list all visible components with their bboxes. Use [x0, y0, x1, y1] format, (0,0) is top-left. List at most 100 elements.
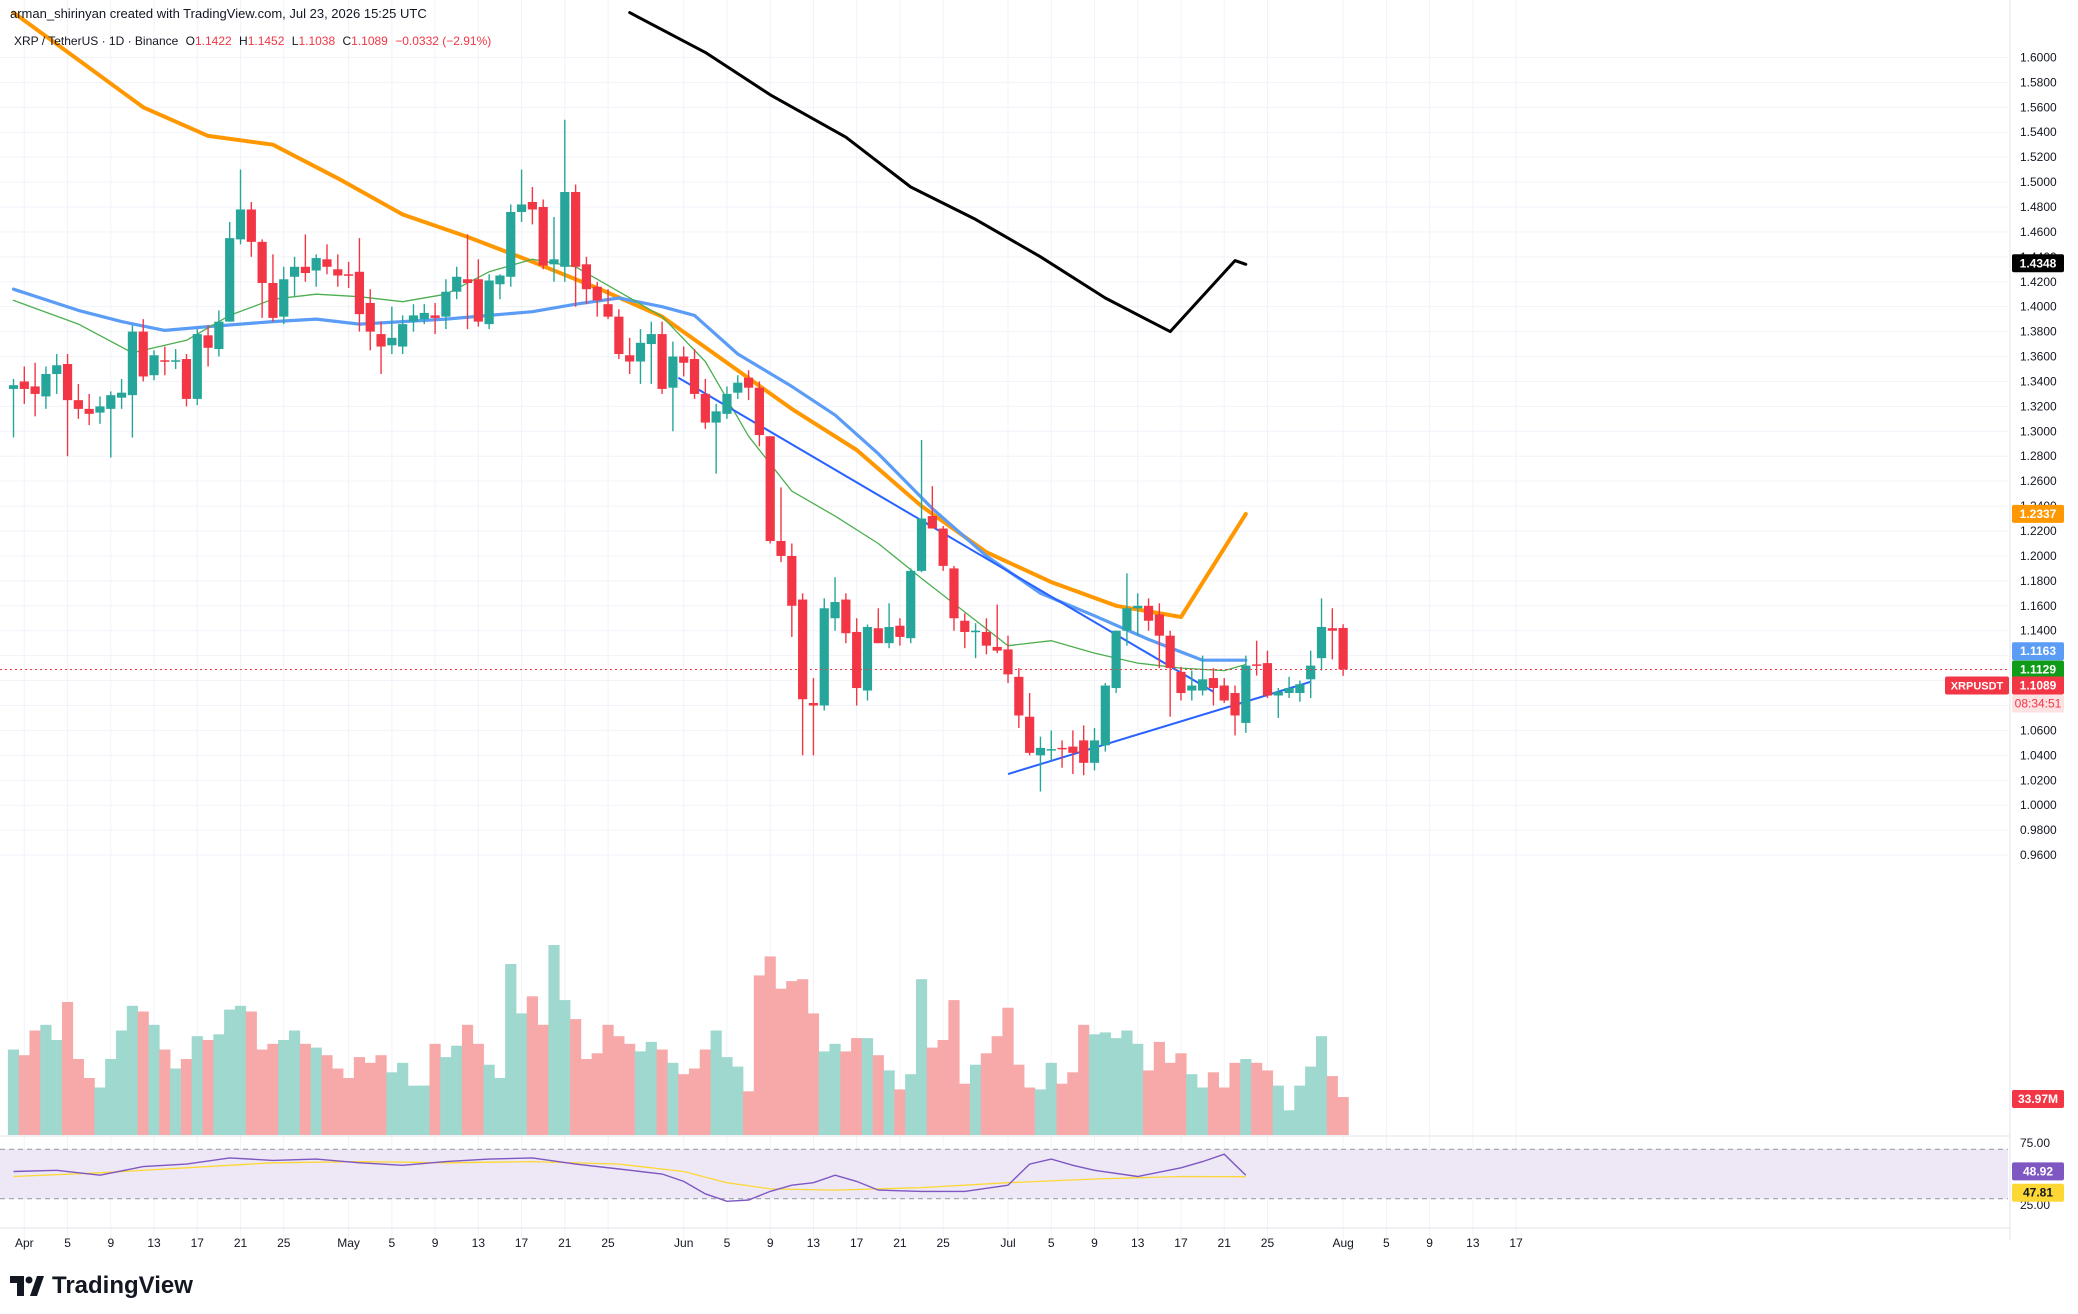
- price-tick-label: 1.5200: [2020, 150, 2057, 164]
- trendline: [1007, 680, 1311, 775]
- candle-body: [62, 364, 73, 401]
- volume-bars: [7, 945, 1349, 1135]
- candle-body: [171, 360, 181, 362]
- time-tick-label: 9: [1426, 1236, 1433, 1250]
- candle-body: [1198, 679, 1208, 691]
- time-tick-label: 25: [1261, 1236, 1275, 1250]
- volume-bar: [461, 1024, 474, 1135]
- candle-body: [1003, 649, 1013, 675]
- close-label: C: [342, 34, 352, 48]
- time-tick-label: 17: [850, 1236, 864, 1250]
- volume-bar: [1056, 1083, 1068, 1135]
- candle-body: [1154, 614, 1164, 636]
- time-tick-label: Aug: [1332, 1236, 1353, 1250]
- candle-body: [441, 291, 451, 317]
- volume-bar: [1229, 1062, 1241, 1135]
- candle-body: [1230, 693, 1240, 716]
- price-tick-label: 1.2800: [2020, 449, 2057, 463]
- price-label-bg: [2012, 642, 2064, 661]
- candle-body: [798, 599, 808, 700]
- price-tick-label: 1.4200: [2020, 275, 2057, 289]
- volume-bar: [732, 1066, 744, 1135]
- volume-bar: [40, 1024, 52, 1135]
- volume-bar: [721, 1057, 733, 1135]
- price-label: 1.4348: [2020, 256, 2057, 270]
- time-axis[interactable]: Apr 5 9 13 17 21 25 May 5 9 13 17 21 25 Jun 5 9 13 17 21 25 J…: [0, 1227, 2010, 1250]
- volume-bar: [191, 1036, 203, 1135]
- volume-bar: [980, 1053, 992, 1135]
- candle-body: [603, 304, 613, 317]
- candle-body: [646, 334, 656, 345]
- candle-body: [300, 266, 310, 274]
- candle-body: [668, 356, 678, 388]
- volume-bar: [948, 1000, 960, 1135]
- price-tick-label: 1.5000: [2020, 175, 2057, 189]
- time-tick-label: 25: [601, 1236, 615, 1250]
- candle-body: [884, 626, 894, 644]
- candle-body: [214, 321, 224, 350]
- candle-body: [495, 275, 505, 285]
- volume-bar: [807, 1013, 820, 1135]
- volume-bar: [851, 1038, 863, 1135]
- rsi-value-label: 48.92: [2023, 1164, 2053, 1178]
- volume-bar: [1013, 1064, 1025, 1135]
- price-tick-label: 1.0400: [2020, 748, 2057, 762]
- candle-body: [992, 646, 1002, 651]
- candle-body: [711, 411, 721, 423]
- high-label: H: [239, 34, 248, 48]
- price-tick-label: 1.3400: [2020, 374, 2057, 388]
- candle-body: [1079, 740, 1089, 763]
- candle-body: [84, 408, 94, 414]
- candle-body: [1133, 605, 1143, 609]
- candle-body: [452, 276, 462, 292]
- candle-body: [106, 395, 116, 409]
- volume-bar: [7, 1049, 20, 1135]
- brand-name: TradingView: [52, 1272, 193, 1299]
- volume-bar: [364, 1062, 376, 1135]
- candle-body: [419, 312, 429, 320]
- candle-body: [333, 269, 343, 276]
- moving-average-line: [628, 11, 1248, 334]
- candle-body: [289, 266, 300, 277]
- volume-bar: [1337, 1097, 1349, 1135]
- volume-bar: [1153, 1041, 1165, 1135]
- volume-bar: [1088, 1034, 1101, 1135]
- volume-bar: [926, 1047, 938, 1135]
- volume-bar: [170, 1068, 182, 1135]
- volume-bar: [1251, 1062, 1263, 1135]
- candle-body: [1187, 685, 1197, 691]
- time-tick-label: May: [337, 1236, 360, 1250]
- candle-body: [344, 274, 354, 276]
- price-tick-label: 0.9600: [2020, 848, 2057, 862]
- price-axis[interactable]: 1.6000 1.5800 1.5600 1.5400 1.5200 1.5000 1.48…: [2009, 0, 2057, 1240]
- price-tick-label: 1.2000: [2020, 549, 2057, 563]
- volume-bar: [580, 1059, 593, 1135]
- volume-bar: [472, 1043, 484, 1135]
- price-tick-label: 1.5400: [2020, 125, 2057, 139]
- moving-average-line: [11, 10, 1248, 619]
- volume-bar: [1240, 1059, 1252, 1135]
- volume-bar: [548, 945, 560, 1135]
- candle-body: [1338, 627, 1348, 670]
- volume-bar: [126, 1005, 139, 1135]
- volume-bar: [991, 1036, 1003, 1135]
- volume-bar: [1315, 1036, 1328, 1135]
- candlesticks: [8, 119, 1348, 792]
- volume-bar: [202, 1040, 214, 1135]
- price-label-bg: [2012, 504, 2064, 523]
- candle-body: [1089, 740, 1100, 763]
- volume-bar: [656, 1049, 668, 1135]
- rsi-ma-value-label-bg: [2012, 1183, 2064, 1202]
- brand[interactable]: TradingView: [10, 1272, 193, 1300]
- volume-bar: [299, 1043, 311, 1135]
- time-tick-label: 17: [515, 1236, 529, 1250]
- candle-body: [279, 279, 289, 317]
- candle-body: [73, 400, 83, 409]
- time-tick-label: 17: [1509, 1236, 1523, 1250]
- rsi-band: [0, 1149, 2008, 1199]
- candle-body: [700, 393, 710, 423]
- volume-bar: [905, 1074, 917, 1135]
- countdown-bg: [2012, 694, 2064, 713]
- volume-bar: [375, 1055, 387, 1135]
